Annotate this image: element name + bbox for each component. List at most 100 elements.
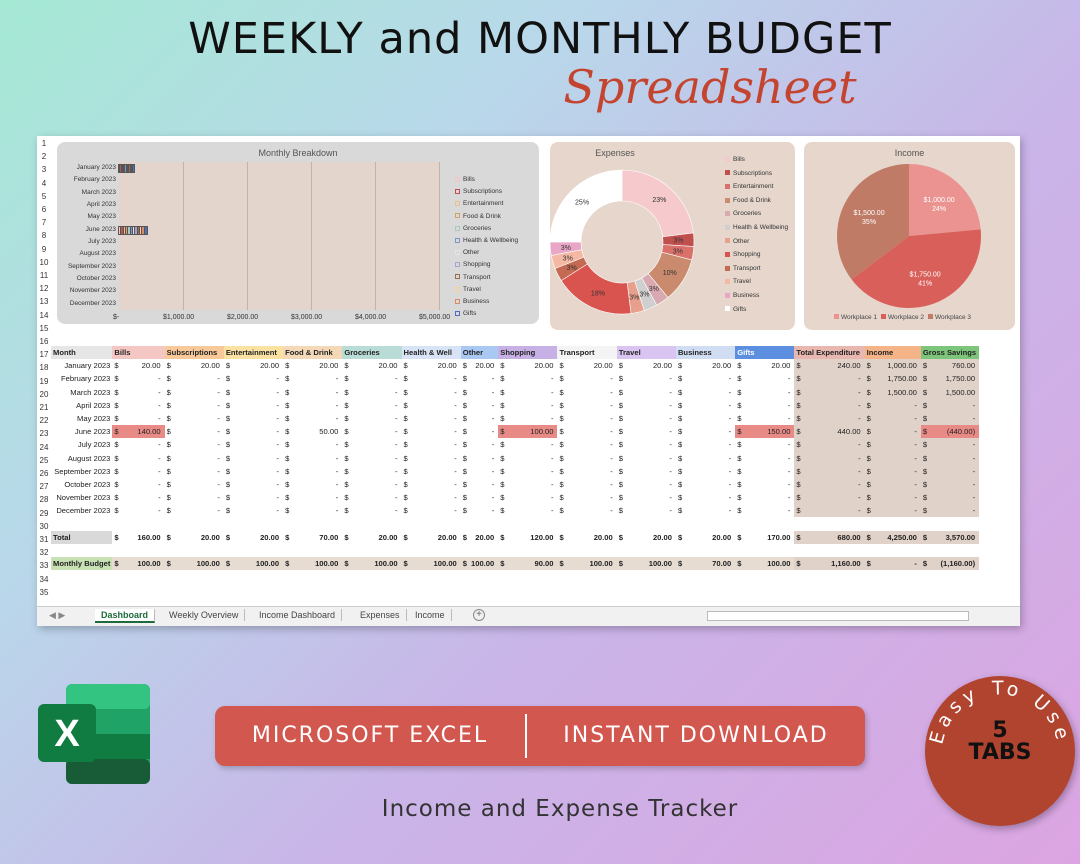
month-cell[interactable]: December 2023 — [56, 506, 111, 516]
value-cell[interactable]: - — [872, 411, 921, 426]
value-cell[interactable]: - — [872, 504, 921, 518]
row-number[interactable]: 17 — [39, 350, 49, 360]
value-cell[interactable]: - — [217, 440, 220, 450]
value-cell[interactable]: - — [550, 506, 554, 516]
summary-label[interactable]: Monthly Budget — [51, 557, 113, 571]
summary-value[interactable]: 4,250.00 — [872, 530, 921, 544]
column-header[interactable]: Health & Well — [401, 346, 461, 360]
row-number[interactable]: 18 — [39, 363, 49, 373]
income-chart-panel[interactable]: Income $1,000.00 24% $1,750.00 41% $1,500.00… — [804, 142, 1015, 330]
row-number[interactable]: 4 — [41, 178, 47, 188]
value-cell[interactable]: - — [787, 453, 791, 463]
row-number[interactable]: 34 — [39, 574, 49, 584]
value-cell[interactable]: - — [802, 385, 865, 399]
column-header[interactable]: Business — [675, 346, 736, 360]
column-header[interactable]: Shopping — [498, 346, 558, 360]
value-cell[interactable]: - — [158, 506, 161, 516]
value-cell[interactable]: - — [276, 466, 280, 476]
value-cell[interactable]: - — [158, 387, 161, 397]
value-cell[interactable]: - — [550, 493, 554, 503]
value-cell[interactable]: - — [491, 400, 495, 410]
value-cell[interactable]: - — [728, 387, 732, 397]
value-cell[interactable]: - — [872, 438, 921, 452]
value-cell[interactable]: - — [787, 387, 791, 397]
value-cell[interactable]: - — [454, 466, 457, 476]
summary-label[interactable]: Total — [51, 530, 113, 544]
value-cell[interactable]: - — [454, 479, 457, 489]
row-number[interactable]: 19 — [39, 376, 49, 386]
row-number[interactable]: 26 — [39, 469, 49, 478]
value-cell[interactable]: - — [728, 506, 732, 516]
value-cell[interactable]: - — [217, 479, 220, 489]
row-number[interactable]: 3 — [41, 165, 47, 175]
value-cell[interactable]: - — [669, 400, 672, 410]
value-cell[interactable]: - — [276, 414, 280, 424]
value-cell[interactable]: - — [872, 464, 921, 478]
value-cell[interactable]: - — [669, 453, 672, 463]
summary-value[interactable]: 680.00 — [802, 530, 865, 544]
value-cell[interactable]: - — [158, 400, 161, 410]
row-number[interactable]: 28 — [39, 495, 49, 505]
value-cell[interactable]: 1,000.00 — [872, 359, 921, 373]
month-cell[interactable]: May 2023 — [77, 414, 111, 424]
value-cell[interactable]: 20.00 — [652, 361, 672, 371]
value-cell[interactable]: - — [276, 493, 280, 503]
value-cell[interactable]: 140.00 — [120, 425, 165, 439]
row-number[interactable]: 31 — [39, 535, 49, 544]
summary-value[interactable]: (1,160.00) — [929, 557, 980, 571]
blank-cell[interactable] — [51, 583, 979, 596]
value-cell[interactable]: - — [395, 466, 398, 476]
row-number[interactable]: 20 — [39, 389, 49, 399]
value-cell[interactable]: - — [395, 374, 398, 384]
column-header[interactable]: Month — [51, 346, 113, 360]
value-cell[interactable]: - — [217, 493, 220, 503]
value-cell[interactable]: 1,500.00 — [929, 385, 980, 399]
month-cell[interactable]: February 2023 — [60, 374, 111, 384]
value-cell[interactable]: 1,750.00 — [872, 372, 921, 386]
row-number[interactable]: 8 — [41, 231, 47, 241]
tab-expenses[interactable]: Expenses — [354, 609, 407, 621]
value-cell[interactable]: - — [158, 453, 161, 463]
value-cell[interactable]: - — [669, 414, 672, 424]
budget-table[interactable]: Month Bills Subscriptions Entertainment Food… — [51, 346, 980, 610]
value-cell[interactable]: - — [491, 506, 495, 516]
value-cell[interactable]: - — [728, 427, 732, 437]
value-cell[interactable]: - — [217, 466, 220, 476]
value-cell[interactable]: - — [802, 372, 865, 386]
value-cell[interactable]: - — [610, 466, 613, 476]
value-cell[interactable]: - — [610, 506, 613, 516]
value-cell[interactable]: - — [335, 387, 339, 397]
summary-value[interactable]: 100.00 — [743, 557, 795, 571]
value-cell[interactable]: - — [669, 493, 672, 503]
value-cell[interactable]: - — [276, 374, 280, 384]
value-cell[interactable]: 440.00 — [802, 425, 865, 439]
summary-value[interactable]: 20.00 — [437, 532, 457, 542]
value-cell[interactable]: - — [669, 427, 672, 437]
value-cell[interactable]: - — [395, 414, 398, 424]
value-cell[interactable]: - — [728, 414, 732, 424]
row-number[interactable]: 15 — [39, 323, 49, 333]
month-cell[interactable]: September 2023 — [54, 466, 111, 476]
row-number[interactable]: 30 — [39, 521, 49, 531]
value-cell[interactable]: - — [610, 440, 613, 450]
row-number[interactable]: 9 — [41, 244, 47, 254]
value-cell[interactable]: - — [217, 506, 220, 516]
value-cell[interactable]: - — [787, 440, 791, 450]
value-cell[interactable]: - — [872, 491, 921, 505]
value-cell[interactable]: - — [787, 400, 791, 410]
value-cell[interactable]: 240.00 — [802, 359, 865, 373]
value-cell[interactable]: - — [669, 440, 672, 450]
value-cell[interactable]: - — [610, 453, 613, 463]
value-cell[interactable]: - — [491, 427, 495, 437]
value-cell[interactable]: - — [669, 466, 672, 476]
value-cell[interactable]: - — [395, 400, 398, 410]
tab-dashboard[interactable]: Dashboard — [95, 609, 156, 623]
tab-weekly-overview[interactable]: Weekly Overview — [163, 609, 246, 621]
value-cell[interactable]: - — [454, 400, 457, 410]
value-cell[interactable]: - — [158, 466, 161, 476]
value-cell[interactable]: - — [872, 477, 921, 492]
value-cell[interactable]: - — [158, 414, 161, 424]
value-cell[interactable]: 20.00 — [475, 361, 495, 371]
value-cell[interactable]: - — [872, 451, 921, 465]
value-cell[interactable]: - — [335, 400, 339, 410]
